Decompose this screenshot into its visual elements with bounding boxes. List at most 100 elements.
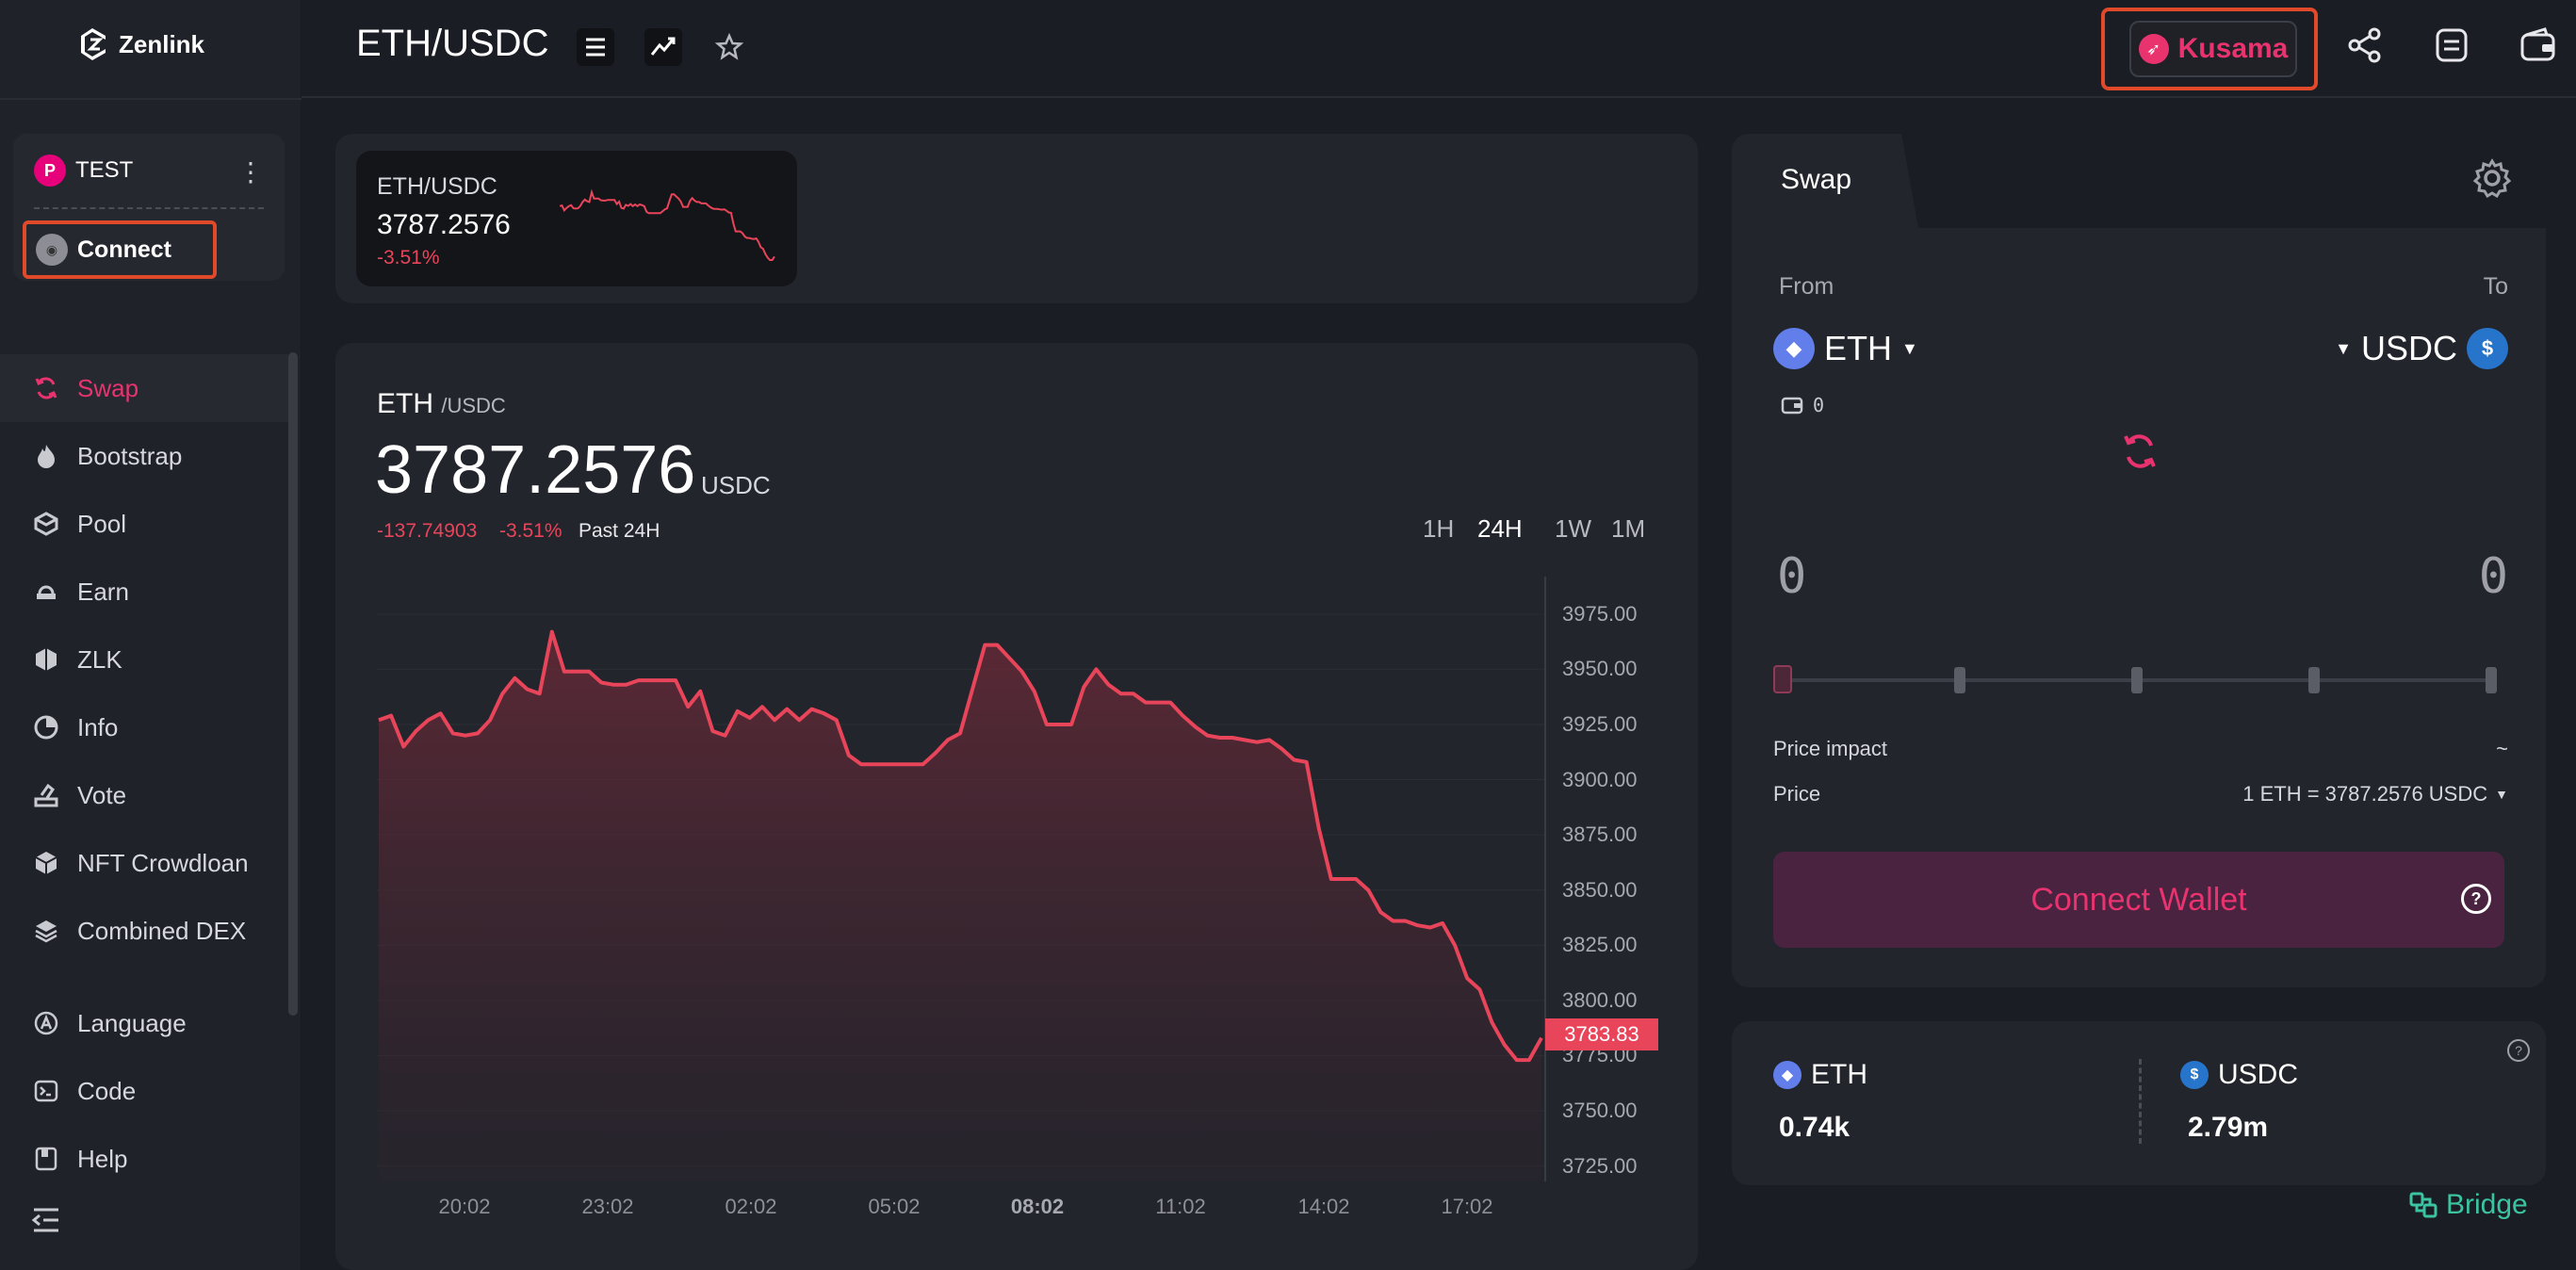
layers-icon (32, 917, 60, 945)
sidebar-item-nft-crowdloan[interactable]: NFT Crowdloan (0, 829, 288, 897)
timeframe-1m[interactable]: 1M (1611, 514, 1646, 543)
sidebar-item-label: Vote (77, 780, 127, 809)
bridge-link[interactable]: Bridge (2408, 1189, 2528, 1221)
settings-gear-icon[interactable] (2472, 158, 2512, 198)
connect-button[interactable]: ◉ Connect (23, 220, 217, 279)
slider-stop-25[interactable] (1954, 667, 1965, 693)
network-name: Kusama (2177, 33, 2289, 64)
price-change-percent: -3.51% (499, 520, 562, 542)
sidebar-item-bootstrap[interactable]: Bootstrap (0, 422, 288, 490)
ticker-card[interactable]: ETH/USDC 3787.2576 -3.51% (356, 151, 797, 286)
sidebar-item-swap[interactable]: Swap (0, 354, 288, 422)
sidebar-item-code[interactable]: Code (0, 1057, 288, 1125)
price-impact-value: ~ (2496, 737, 2508, 760)
sidebar-item-vote[interactable]: Vote (0, 761, 288, 829)
connect-label: Connect (77, 236, 171, 263)
tab-swap-label: Swap (1781, 164, 1852, 195)
help-icon[interactable]: ? (2461, 884, 2491, 914)
sidebar-item-label: Pool (77, 509, 127, 538)
sidebar-item-language[interactable]: Language (0, 989, 288, 1057)
eth-icon: ◆ (1773, 328, 1815, 369)
timeframe-1h[interactable]: 1H (1423, 514, 1455, 543)
slider-stop-75[interactable] (2308, 667, 2320, 693)
chart-pair: ETH /USDC (377, 388, 506, 420)
y-tick-label: 3875.00 (1562, 822, 1638, 847)
sidebar-scrollbar[interactable] (288, 352, 298, 1016)
to-token-symbol: USDC (2360, 329, 2457, 367)
share-icon[interactable] (2346, 26, 2384, 64)
from-token-selector[interactable]: ◆ ETH ▼ (1773, 328, 1918, 369)
document-icon[interactable] (2433, 26, 2470, 64)
slider-handle[interactable] (1773, 665, 1792, 693)
wallet-icon[interactable] (2519, 26, 2557, 64)
zenlink-logo-icon (81, 28, 106, 60)
y-tick-label: 3900.00 (1562, 767, 1638, 791)
network-switch-button[interactable]: ➶ Kusama (2129, 21, 2297, 77)
x-tick-label: 14:02 (1297, 1195, 1350, 1218)
ticker-sparkline (560, 188, 775, 261)
brand-name: Zenlink (119, 29, 205, 58)
x-tick-label: 08:02 (1010, 1195, 1065, 1218)
secondary-nav: Language Code Help (0, 989, 288, 1193)
logo[interactable]: Zenlink (77, 26, 204, 62)
swap-direction-icon[interactable] (2120, 431, 2160, 471)
chart-view-icon[interactable] (644, 28, 682, 66)
balance-value: 0 (1813, 394, 1825, 416)
bridge-label: Bridge (2446, 1189, 2528, 1220)
hexagon-icon (32, 645, 60, 674)
timeframe-24h[interactable]: 24H (1477, 514, 1523, 543)
collapse-sidebar-icon[interactable] (30, 1206, 62, 1234)
from-amount-input[interactable]: 0 (1777, 548, 1807, 605)
sidebar-divider (0, 98, 302, 100)
from-token-symbol: ETH (1824, 329, 1892, 367)
chevron-down-icon: ▼ (1901, 338, 1918, 358)
more-options-icon[interactable]: ⋮ (237, 157, 264, 187)
to-token-selector[interactable]: ▼ USDC $ (2335, 328, 2508, 369)
top-bar: ETH/USDC ➶ Kusama (302, 0, 2576, 98)
sidebar: Zenlink P TEST ⋮ ◉ Connect Swap Bootstra… (0, 0, 302, 1270)
usdc-icon: $ (2467, 328, 2508, 369)
timeframe-1w[interactable]: 1W (1555, 514, 1591, 543)
slider-stop-50[interactable] (2131, 667, 2143, 693)
account-card: P TEST ⋮ ◉ Connect (13, 134, 285, 281)
sidebar-item-label: NFT Crowdloan (77, 848, 249, 877)
x-tick-label: 20:02 (438, 1195, 491, 1218)
chart-quote-token: /USDC (441, 394, 506, 417)
price-rate-toggle[interactable]: 1 ETH = 3787.2576 USDC ▼ (2242, 782, 2508, 806)
sidebar-item-label: Bootstrap (77, 441, 183, 470)
network-selector[interactable]: P TEST (34, 155, 133, 187)
sidebar-item-earn[interactable]: Earn (0, 558, 288, 626)
slider-stop-100[interactable] (2486, 667, 2497, 693)
info-help-icon[interactable]: ? (2506, 1038, 2531, 1063)
wallet-balance-icon (1781, 397, 1803, 415)
from-label: From (1779, 273, 1834, 300)
list-view-icon[interactable] (577, 28, 614, 66)
sidebar-item-zlk[interactable]: ZLK (0, 626, 288, 693)
earn-icon (32, 578, 60, 606)
price-unit: USDC (701, 471, 771, 499)
reserves-divider (2139, 1059, 2142, 1144)
polkadot-icon: P (34, 155, 66, 187)
wallet-avatar-icon: ◉ (36, 234, 68, 266)
pool-reserves-card: ◆ ETH 0.74k $ USDC 2.79m ? (1732, 1021, 2546, 1185)
sidebar-item-pool[interactable]: Pool (0, 490, 288, 558)
x-tick-label: 23:02 (581, 1195, 634, 1218)
sidebar-item-info[interactable]: Info (0, 693, 288, 761)
connect-wallet-button[interactable]: Connect Wallet ? (1773, 852, 2504, 948)
code-icon (32, 1077, 60, 1105)
sidebar-item-combined-dex[interactable]: Combined DEX (0, 897, 288, 965)
sidebar-item-label: Code (77, 1076, 137, 1105)
sidebar-item-help[interactable]: Help (0, 1125, 288, 1193)
tab-swap[interactable]: Swap (1732, 134, 1918, 228)
change-period-label: Past 24H (579, 520, 660, 542)
cube-icon (32, 849, 60, 877)
favorite-star-icon[interactable] (710, 28, 748, 66)
kusama-icon: ➶ (2138, 34, 2169, 64)
price-change-absolute: -137.74903 (377, 520, 478, 542)
account-divider (34, 207, 264, 209)
price-area-fill (379, 631, 1541, 1181)
chevron-down-icon: ▼ (2335, 338, 2352, 358)
y-tick-label: 3950.00 (1562, 657, 1638, 681)
to-amount-input[interactable]: 0 (2478, 548, 2508, 605)
